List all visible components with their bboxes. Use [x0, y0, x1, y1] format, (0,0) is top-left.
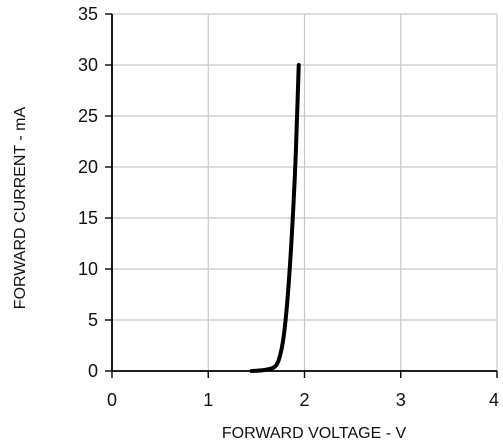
x-axis-label: FORWARD VOLTAGE - V	[222, 425, 407, 442]
x-tick-label: 2	[299, 390, 309, 410]
y-tick-label: 10	[78, 259, 98, 279]
y-axis-label: FORWARD CURRENT - mA	[12, 106, 29, 309]
series-layer	[249, 63, 301, 373]
y-tick-label: 5	[88, 310, 98, 330]
y-tick-label: 25	[78, 106, 98, 126]
y-tick-label: 35	[78, 4, 98, 24]
y-tick-label: 0	[88, 361, 98, 381]
x-tick-label: 1	[203, 390, 213, 410]
x-tick-label: 3	[396, 390, 406, 410]
forward-current-curve	[249, 63, 301, 373]
ticks-layer: 0 5 10 15 20 25 30 35 0 1 2 3 4	[78, 4, 499, 410]
x-tick-label: 0	[107, 390, 117, 410]
labels-layer: FORWARD CURRENT - mA FORWARD VOLTAGE - V	[12, 106, 406, 442]
y-tick-label: 30	[78, 55, 98, 75]
y-tick-label: 20	[78, 157, 98, 177]
grid-layer	[112, 13, 498, 371]
y-tick-label: 15	[78, 208, 98, 228]
x-tick-label: 4	[489, 390, 499, 410]
